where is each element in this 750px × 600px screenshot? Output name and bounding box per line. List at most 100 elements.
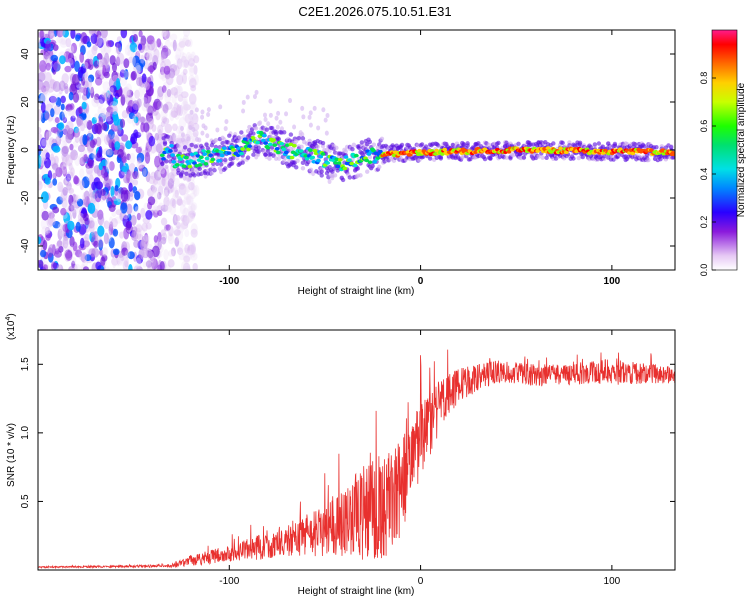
spectrogram-cell [101, 64, 107, 77]
spectrogram-cell [82, 191, 88, 204]
spectrogram-cell [181, 100, 189, 110]
spectrogram-cell [145, 116, 151, 124]
spectrogram-cell [290, 150, 296, 155]
spectrogram-cell [94, 122, 102, 134]
spectrogram-cell [170, 153, 176, 157]
spectrogram-cell [173, 85, 181, 95]
spectrogram-cell [268, 112, 273, 118]
spectrogram-cell [182, 262, 191, 270]
spectrogram-cell [206, 107, 211, 113]
spectrogram-cell [178, 182, 186, 190]
spectrogram-cell [79, 179, 85, 191]
spectrogram-cell [167, 259, 175, 268]
spectrogram-cell [61, 155, 68, 167]
spectrogram-cell [58, 38, 67, 45]
spectrogram-cell [134, 89, 140, 99]
spectrogram-cell [245, 155, 251, 160]
spectrogram-cell [38, 93, 46, 105]
spectrogram-cell [367, 154, 373, 160]
spectrogram-cell [58, 245, 64, 253]
spectrogram-cell [137, 43, 143, 51]
spectrogram-plot [38, 30, 675, 270]
spectrogram-cell [70, 167, 75, 177]
spectrogram-cell [333, 161, 339, 165]
spectrogram-cell [120, 202, 128, 214]
spectrogram-cell [180, 137, 185, 143]
spectrogram-cell [100, 30, 108, 39]
spectrogram-cell [212, 168, 217, 173]
spectrogram-cell [93, 60, 100, 69]
spectrogram-cell [186, 215, 193, 224]
spectrogram-cell [551, 141, 556, 146]
spectrogram-cell [84, 60, 92, 67]
spectrogram-cell [45, 40, 52, 52]
spectrogram-cell [197, 137, 202, 143]
spectrogram-cell [183, 104, 191, 111]
spectrogram-cell [156, 191, 162, 200]
spectrogram-cell [156, 205, 163, 212]
spectrogram-cell [114, 141, 121, 151]
spectrogram-cell [72, 140, 79, 148]
spectrogram-cell [442, 147, 448, 152]
spectrogram-cell [186, 193, 192, 205]
spectrogram-cell [128, 182, 133, 192]
spectrogram-cell [95, 181, 104, 190]
spectrogram-cell [72, 208, 77, 219]
spectrogram-cell [262, 133, 267, 138]
spectrogram-cell [180, 214, 188, 223]
spectrogram-cell [197, 163, 203, 167]
spectrogram-cell [78, 66, 84, 79]
spectrogram-cell [123, 68, 129, 81]
spectrogram-cell [178, 185, 186, 195]
spectrogram-cell [370, 163, 375, 169]
spectrogram-cell [183, 96, 188, 108]
spectrogram-cell [47, 30, 55, 40]
snr-y-ticks: 0.5 1.0 1.5 [20, 357, 675, 508]
spectrogram-cell [190, 168, 196, 173]
spectrogram-cell [202, 152, 208, 156]
spectrogram-cell [81, 252, 88, 264]
spectrogram-cell [658, 157, 663, 162]
spectrogram-cell [332, 173, 338, 178]
spectrogram-cell [113, 114, 120, 126]
spectrogram-cell [365, 169, 370, 174]
snr-y-axis-label: SNR (10 * v/v) [6, 423, 17, 487]
spectrogram-cell [218, 150, 224, 154]
spectrogram-cell [307, 148, 313, 152]
spectrogram-cell [40, 218, 48, 230]
spectrogram-cell [69, 103, 75, 110]
spectrogram-cell [304, 156, 310, 161]
spectrogram-cell [251, 152, 256, 157]
spectrogram-cell [504, 155, 509, 160]
spectrogram-cell [184, 229, 190, 238]
spectrogram-cell [188, 57, 195, 67]
spectrogram-cell [200, 109, 205, 115]
spectrogram-cell [38, 180, 43, 191]
spectrogram-cell [213, 144, 219, 150]
spectrogram-cell [51, 163, 59, 171]
spectrogram-cell [140, 207, 146, 218]
spectrogram-cell [164, 164, 169, 170]
spectrogram-cell [48, 95, 57, 103]
spectrogram-cell [91, 116, 97, 125]
spectrogram-cell [94, 76, 103, 86]
spectrogram-cell [260, 138, 266, 143]
spectrogram-cell [154, 180, 161, 191]
spectrogram-cell [299, 144, 304, 150]
spectrogram-cell [52, 178, 58, 186]
spectrogram-cell [191, 202, 198, 211]
spectrogram-cell [118, 254, 127, 266]
spectrogram-cell [185, 131, 193, 138]
spectrogram-cell [72, 241, 78, 252]
spectrogram-cell [188, 205, 193, 217]
spectrogram-cell [181, 52, 187, 63]
spectrogram-cell [178, 157, 184, 161]
spectrogram-cell [64, 124, 71, 137]
spectrogram-cell [38, 82, 44, 93]
spectrogram-cell [186, 55, 193, 63]
spectrogram-cell [612, 141, 618, 147]
spectrogram-cell [136, 160, 143, 170]
spectrogram-cell [267, 156, 272, 161]
spectrogram-cell [135, 257, 142, 269]
